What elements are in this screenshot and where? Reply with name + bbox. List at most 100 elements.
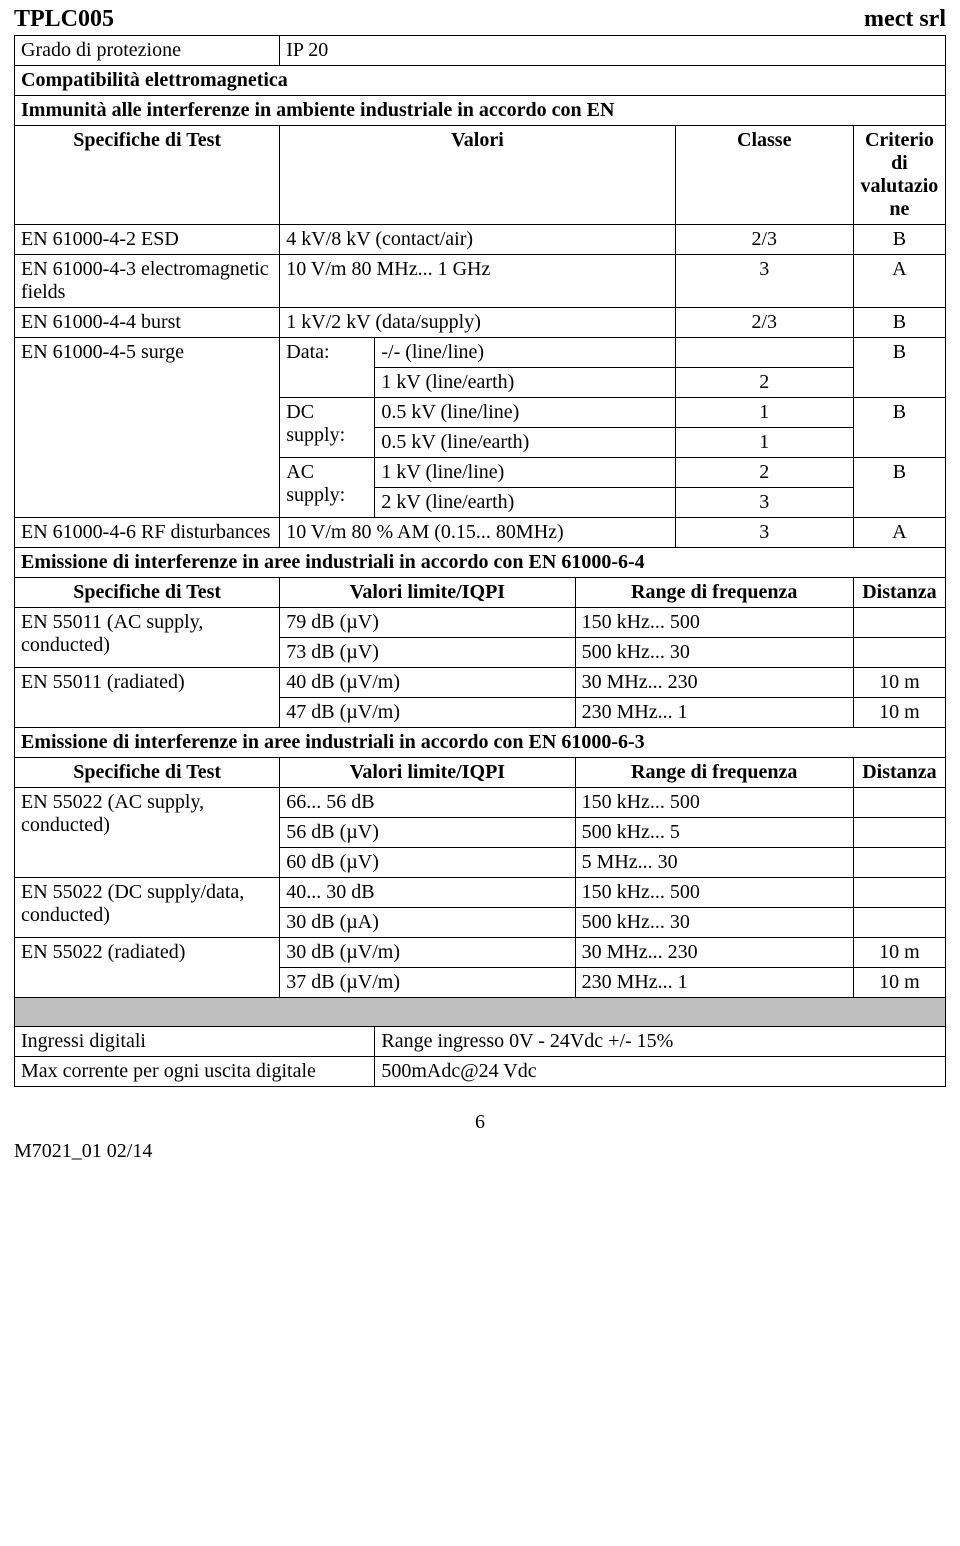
table-row: EN 61000-4-6 RF disturbances 10 V/m 80 %… <box>15 518 946 548</box>
spec-cell: EN 61000-4-2 ESD <box>15 225 280 255</box>
crit-cell: A <box>853 255 945 308</box>
table-row: EN 55022 (DC supply/data, conducted) 40.… <box>15 878 946 908</box>
valori-cell: 1 kV/2 kV (data/supply) <box>280 308 675 338</box>
grado-value: IP 20 <box>280 36 946 66</box>
dist-cell: 10 m <box>853 938 945 968</box>
col-dist: Distanza <box>853 578 945 608</box>
classe-cell: 2/3 <box>675 308 853 338</box>
valori-cell: 40... 30 dB <box>280 878 575 908</box>
spec-cell: EN 61000-4-6 RF disturbances <box>15 518 280 548</box>
table-row: EN 55011 (radiated) 40 dB (µV/m) 30 MHz.… <box>15 668 946 698</box>
valori-cell: 79 dB (µV) <box>280 608 575 638</box>
doc-header: TPLC005 mect srl <box>14 6 946 33</box>
range-cell: 500 kHz... 30 <box>575 908 853 938</box>
valori-cell: 40 dB (µV/m) <box>280 668 575 698</box>
table-row: Max corrente per ogni uscita digitale 50… <box>15 1057 946 1087</box>
col-spec: Specifiche di Test <box>15 578 280 608</box>
range-cell: 150 kHz... 500 <box>575 608 853 638</box>
spec-cell: EN 55022 (AC supply, conducted) <box>15 788 280 878</box>
classe-cell: 2 <box>675 458 853 488</box>
valori-cell: 4 kV/8 kV (contact/air) <box>280 225 675 255</box>
range-cell: 230 MHz... 1 <box>575 698 853 728</box>
header-right: mect srl <box>864 6 946 33</box>
dist-cell <box>853 908 945 938</box>
col-valori: Valori limite/IQPI <box>280 578 575 608</box>
emission63-title: Emissione di interferenze in aree indust… <box>15 728 946 758</box>
col-range: Range di frequenza <box>575 578 853 608</box>
digital-out-label: Max corrente per ogni uscita digitale <box>15 1057 375 1087</box>
crit-cell: B <box>853 458 945 518</box>
table-row: EN 61000-4-4 burst 1 kV/2 kV (data/suppl… <box>15 308 946 338</box>
valori-cell: 47 dB (µV/m) <box>280 698 575 728</box>
spec-cell: EN 55011 (radiated) <box>15 668 280 728</box>
range-cell: 150 kHz... 500 <box>575 788 853 818</box>
main-table: Grado di protezione IP 20 Compatibilità … <box>14 35 946 1087</box>
col-criterio: Criterio di valutazione <box>853 126 945 225</box>
grado-row: Grado di protezione IP 20 <box>15 36 946 66</box>
footer-code: M7021_01 02/14 <box>14 1140 946 1163</box>
table-row: EN 55022 (AC supply, conducted) 66... 56… <box>15 788 946 818</box>
table-row: EN 61000-4-2 ESD 4 kV/8 kV (contact/air)… <box>15 225 946 255</box>
valori-cell: 10 V/m 80 % AM (0.15... 80MHz) <box>280 518 675 548</box>
valori-cell: 0.5 kV (line/line) <box>375 398 675 428</box>
col-valori: Valori limite/IQPI <box>280 758 575 788</box>
dist-cell <box>853 818 945 848</box>
immunity-title: Immunità alle interferenze in ambiente i… <box>15 96 946 126</box>
valori-cell: 60 dB (µV) <box>280 848 575 878</box>
dist-cell <box>853 608 945 638</box>
table-row: EN 61000-4-3 electromagnetic fields 10 V… <box>15 255 946 308</box>
emission64-title: Emissione di interferenze in aree indust… <box>15 548 946 578</box>
classe-cell <box>675 338 853 368</box>
range-cell: 150 kHz... 500 <box>575 878 853 908</box>
digital-in-value: Range ingresso 0V - 24Vdc +/- 15% <box>375 1027 946 1057</box>
crit-cell: B <box>853 398 945 458</box>
col-spec: Specifiche di Test <box>15 126 280 225</box>
classe-cell: 2/3 <box>675 225 853 255</box>
dist-cell <box>853 848 945 878</box>
valori-cell: 30 dB (µA) <box>280 908 575 938</box>
classe-cell: 2 <box>675 368 853 398</box>
crit-cell: B <box>853 225 945 255</box>
col-valori: Valori <box>280 126 675 225</box>
crit-cell: B <box>853 338 945 398</box>
valori-cell: 10 V/m 80 MHz... 1 GHz <box>280 255 675 308</box>
table-row: EN 55022 (radiated) 30 dB (µV/m) 30 MHz.… <box>15 938 946 968</box>
grado-label: Grado di protezione <box>15 36 280 66</box>
range-cell: 5 MHz... 30 <box>575 848 853 878</box>
table-row: EN 61000-4-5 surge Data: -/- (line/line)… <box>15 338 946 368</box>
col-dist: Distanza <box>853 758 945 788</box>
sub-cell: Data: <box>280 338 375 398</box>
valori-cell: 37 dB (µV/m) <box>280 968 575 998</box>
table-row: Ingressi digitali Range ingresso 0V - 24… <box>15 1027 946 1057</box>
compat-title: Compatibilità elettromagnetica <box>15 66 946 96</box>
digital-out-value: 500mAdc@24 Vdc <box>375 1057 946 1087</box>
spec-cell: EN 55022 (DC supply/data, conducted) <box>15 878 280 938</box>
valori-cell: 1 kV (line/line) <box>375 458 675 488</box>
dist-cell: 10 m <box>853 668 945 698</box>
spec-cell: EN 61000-4-5 surge <box>15 338 280 518</box>
dist-cell: 10 m <box>853 698 945 728</box>
range-cell: 500 kHz... 30 <box>575 638 853 668</box>
crit-cell: A <box>853 518 945 548</box>
spec-cell: EN 55022 (radiated) <box>15 938 280 998</box>
valori-cell: 1 kV (line/earth) <box>375 368 675 398</box>
classe-cell: 1 <box>675 428 853 458</box>
range-cell: 30 MHz... 230 <box>575 668 853 698</box>
classe-cell: 3 <box>675 255 853 308</box>
spec-cell: EN 61000-4-4 burst <box>15 308 280 338</box>
spec-cell: EN 55011 (AC supply, conducted) <box>15 608 280 668</box>
classe-cell: 1 <box>675 398 853 428</box>
valori-cell: -/- (line/line) <box>375 338 675 368</box>
page-number: 6 <box>14 1111 946 1134</box>
classe-cell: 3 <box>675 488 853 518</box>
range-cell: 230 MHz... 1 <box>575 968 853 998</box>
sub-cell: AC supply: <box>280 458 375 518</box>
spec-cell: EN 61000-4-3 electromagnetic fields <box>15 255 280 308</box>
dist-cell <box>853 638 945 668</box>
digital-in-label: Ingressi digitali <box>15 1027 375 1057</box>
classe-cell: 3 <box>675 518 853 548</box>
header-left: TPLC005 <box>14 6 114 33</box>
valori-cell: 73 dB (µV) <box>280 638 575 668</box>
valori-cell: 30 dB (µV/m) <box>280 938 575 968</box>
valori-cell: 0.5 kV (line/earth) <box>375 428 675 458</box>
